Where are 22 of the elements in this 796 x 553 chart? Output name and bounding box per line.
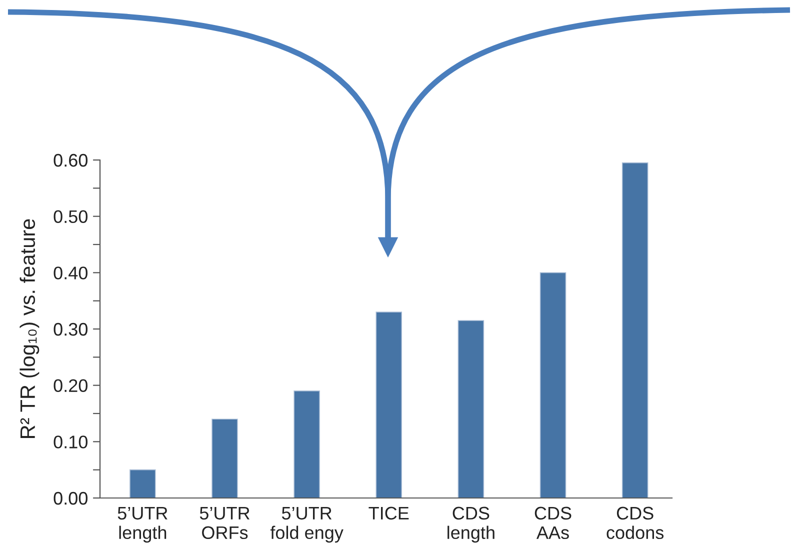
bar (212, 418, 238, 498)
bar (376, 312, 402, 498)
y-tick-label: 0.60 (54, 154, 88, 167)
bar (458, 320, 484, 498)
y-tick-label: 0.20 (54, 379, 88, 392)
y-tick-label: 0.30 (54, 322, 88, 336)
y-tick-label: 0.10 (54, 436, 88, 448)
y-tick-label: 0.40 (54, 266, 88, 280)
x-tick-label: 5’UTR fold engy (270, 506, 344, 543)
bar (130, 469, 156, 498)
x-tick-label: CDS codons (606, 506, 664, 540)
bar (540, 272, 566, 498)
bar (622, 162, 648, 498)
y-axis-title: R² TR (log₁₀) vs. feature (20, 219, 40, 438)
x-tick-label: TICE (368, 506, 409, 520)
y-tick-label: 0.00 (54, 492, 88, 505)
bar (294, 390, 320, 498)
x-tick-label: 5’UTR ORFs (200, 506, 250, 540)
x-tick-label: 5’UTR length (118, 506, 168, 543)
x-tick-label: CDS length (448, 506, 494, 543)
x-tick-label: CDS AAs (534, 506, 572, 540)
y-tick-label: 0.50 (54, 210, 88, 224)
